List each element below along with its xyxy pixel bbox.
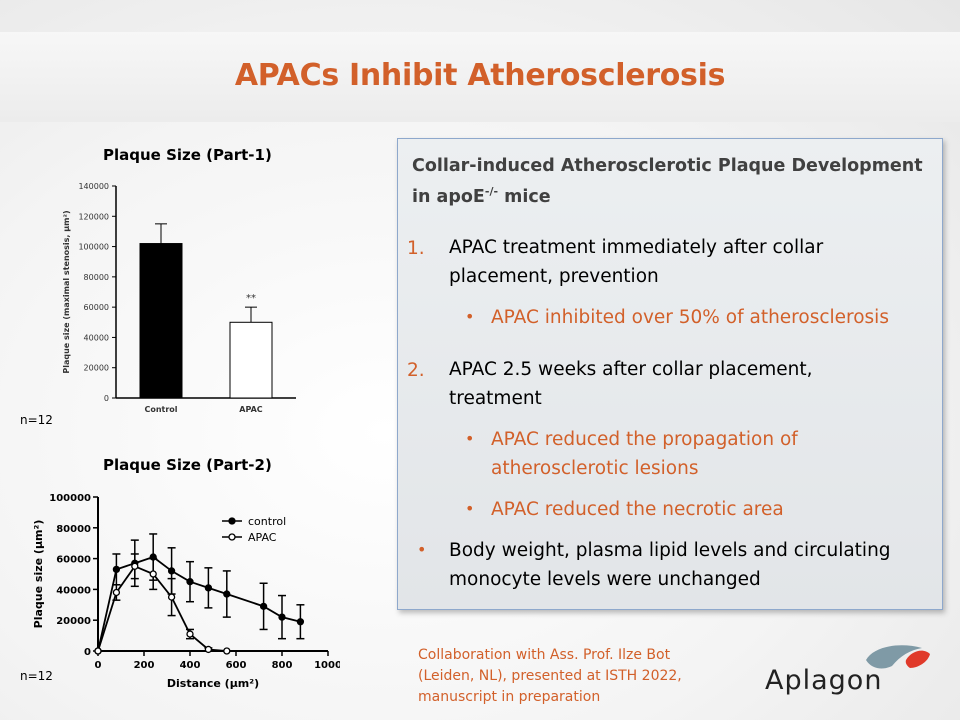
y-tick-label: 0 <box>104 394 109 403</box>
item-2-number: 2. <box>407 360 425 381</box>
collab-line-1: Collaboration with Ass. Prof. Ilze Bot <box>418 647 671 663</box>
data-point-apac <box>167 593 176 601</box>
title-band <box>0 32 960 122</box>
item-2-line-1: APAC 2.5 weeks after collar placement, <box>449 359 813 380</box>
data-point-control <box>278 613 286 621</box>
data-point-apac <box>204 645 213 654</box>
bar-apac <box>229 321 273 399</box>
item-2-text: APAC 2.5 weeks after collar placement, t… <box>449 355 812 413</box>
item-1-sub-bullet: APAC inhibited over 50% of atheroscleros… <box>491 307 889 328</box>
sample-size-label-2: n=12 <box>20 669 53 683</box>
x-tick-label: 0 <box>95 660 102 671</box>
data-point-apac <box>112 588 121 597</box>
legend-marker <box>228 517 236 525</box>
x-tick-label: 400 <box>180 660 201 671</box>
y-axis-label: Plaque size (maximal stenosis, µm²) <box>62 210 71 373</box>
x-tick-label: Control <box>144 405 177 414</box>
item-2-sub-bullet-2: APAC reduced the necrotic area <box>491 499 784 520</box>
sample-size-label-1: n=12 <box>20 413 53 427</box>
y-tick-label: 60000 <box>84 303 109 312</box>
y-axis-label: Plaque size (µm²) <box>32 520 45 629</box>
aplagon-logo-icon <box>866 645 930 669</box>
y-tick-label: 40000 <box>84 333 109 342</box>
bar-control <box>139 243 183 399</box>
item-1-text: APAC treatment immediately after collar … <box>449 233 823 291</box>
bullet-icon: • <box>465 307 475 326</box>
bullet-icon: • <box>465 499 475 518</box>
aplagon-logo-text: Aplagon <box>765 665 883 696</box>
plaque-size-line-chart: 0 20000 40000 60000 80000 100000 0 200 400 600 800… <box>32 493 340 690</box>
x-axis-label: Distance (µm²) <box>167 677 259 690</box>
y-tick-label: 120000 <box>78 212 109 221</box>
heading-line-2-end: mice <box>498 186 551 207</box>
y-tick-label: 60000 <box>56 555 91 566</box>
slide-title: APACs Inhibit Atherosclerosis <box>234 58 726 93</box>
heading-line-1: Collar-induced Atherosclerotic Plaque De… <box>412 156 923 176</box>
significance-label: ** <box>246 293 256 304</box>
bullet-icon: • <box>417 540 427 559</box>
logo-swoosh-gray <box>866 645 922 669</box>
logo-swoosh-red <box>905 650 930 668</box>
data-point-control <box>186 578 194 586</box>
chart2-title: Plaque Size (Part-2) <box>103 456 272 474</box>
summary-line-2: monocyte levels were unchanged <box>449 569 761 590</box>
collab-line-2: (Leiden, NL), presented at ISTH 2022, <box>418 668 682 684</box>
y-tick-label: 20000 <box>56 616 91 627</box>
data-point-apac <box>94 647 102 655</box>
data-point-apac <box>149 570 157 578</box>
data-point-apac <box>186 630 194 638</box>
item-1-line-2: placement, prevention <box>449 266 659 287</box>
data-point-control <box>259 602 268 610</box>
heading-superscript: -/- <box>484 185 499 198</box>
legend-label: control <box>248 515 286 528</box>
data-point-control <box>296 618 305 626</box>
data-point-control <box>167 567 176 575</box>
x-tick-label: 600 <box>226 660 247 671</box>
item-2-sub-bullet-1: APAC reduced the propagation of atherosc… <box>491 425 798 483</box>
plaque-size-bar-chart: 0 20000 40000 60000 80000 100000 120000 140000 P… <box>62 182 296 414</box>
summary-bullet: Body weight, plasma lipid levels and cir… <box>449 536 891 594</box>
legend-marker <box>228 533 236 541</box>
findings-box: Collar-induced Atherosclerotic Plaque De… <box>397 138 943 610</box>
y-tick-label: 140000 <box>78 182 109 191</box>
data-point-control <box>112 565 121 574</box>
x-tick-label: 200 <box>134 660 155 671</box>
x-tick-label: 1000 <box>314 660 340 671</box>
summary-line-1: Body weight, plasma lipid levels and cir… <box>449 540 891 561</box>
bullet-icon: • <box>465 429 475 448</box>
heading-line-2: in apoE <box>412 186 485 207</box>
chart1-title: Plaque Size (Part-1) <box>103 146 272 164</box>
data-point-apac <box>223 647 231 655</box>
legend-label: APAC <box>248 531 277 544</box>
item-2-sub-1-line-1: APAC reduced the propagation of <box>491 429 798 450</box>
y-tick-label: 40000 <box>56 585 91 596</box>
data-point-control <box>204 584 213 592</box>
item-2-line-2: treatment <box>449 388 542 409</box>
y-tick-label: 20000 <box>84 364 109 373</box>
series-line-apac <box>97 565 227 652</box>
y-tick-label: 80000 <box>84 273 109 282</box>
y-tick-label: 100000 <box>78 243 109 252</box>
item-2-sub-1-line-2: atherosclerotic lesions <box>491 458 699 479</box>
data-point-apac <box>131 562 139 570</box>
series-line-control <box>97 556 301 652</box>
item-1-line-1: APAC treatment immediately after collar <box>449 237 824 258</box>
collab-line-3: manuscript in preparation <box>418 689 601 705</box>
x-tick-label: APAC <box>239 405 263 414</box>
data-point-control <box>223 590 231 598</box>
y-tick-label: 80000 <box>56 524 91 535</box>
findings-heading: Collar-induced Atherosclerotic Plaque De… <box>412 153 932 210</box>
collaboration-note: Collaboration with Ass. Prof. Ilze Bot (… <box>418 645 738 708</box>
x-tick-label: 800 <box>272 660 293 671</box>
y-tick-label: 0 <box>84 647 91 658</box>
y-tick-label: 100000 <box>49 493 91 504</box>
item-1-number: 1. <box>407 238 425 259</box>
